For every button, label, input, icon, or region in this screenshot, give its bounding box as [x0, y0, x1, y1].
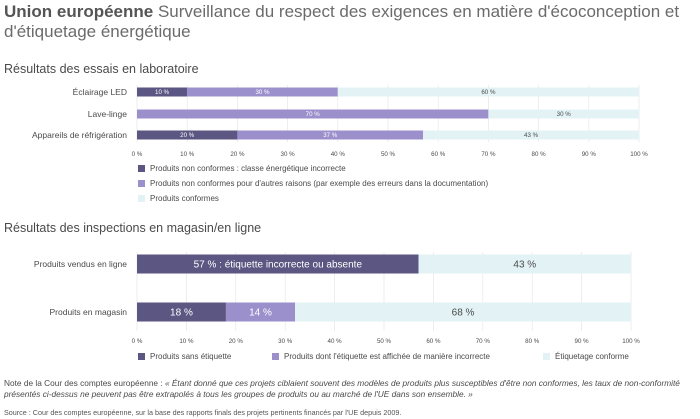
x-tick-label: 30 % — [281, 151, 296, 158]
data-label: 20 % — [180, 132, 195, 139]
legend-label: Étiquetage conforme — [555, 352, 629, 361]
category-label: Lave-linge — [88, 109, 127, 119]
legend-swatch — [138, 180, 145, 187]
data-label: 43 % — [524, 132, 539, 139]
legend-label: Produits non conformes pour d'autres rai… — [150, 179, 488, 188]
legend-swatch — [138, 353, 145, 360]
bar-segment — [225, 302, 296, 322]
x-tick-label: 0 % — [132, 338, 143, 345]
data-label: 30 % — [255, 89, 270, 96]
x-tick-label: 0 % — [132, 151, 143, 158]
bar-segment — [295, 302, 631, 322]
x-tick-label: 70 % — [481, 151, 496, 158]
data-label: 10 % — [155, 89, 170, 96]
x-tick-label: 70 % — [476, 338, 491, 345]
x-tick-label: 60 % — [431, 151, 446, 158]
data-label: 68 % — [452, 308, 475, 319]
category-label: Éclairage LED — [73, 87, 127, 97]
legend-swatch — [138, 195, 145, 202]
source-line: Source : Cour des comptes européenne, su… — [4, 408, 402, 417]
figure-title: Union européenne Surveillance du respect… — [4, 2, 694, 42]
footnote: Note de la Cour des comptes européenne :… — [4, 378, 696, 400]
legend-label: Produits dont l'étiquette est affichée d… — [284, 352, 490, 361]
bar-segment — [137, 87, 188, 97]
bar-segment — [137, 109, 489, 119]
bar-segment — [237, 130, 424, 140]
x-tick-label: 50 % — [377, 338, 392, 345]
bar-segment — [137, 254, 419, 274]
data-label: 30 % — [557, 111, 572, 118]
bar-segment — [418, 254, 631, 274]
x-tick-label: 10 % — [180, 151, 195, 158]
legend-label: Produits sans étiquette — [150, 352, 232, 361]
x-tick-label: 40 % — [331, 151, 346, 158]
data-label: 14 % — [249, 308, 272, 319]
x-tick-label: 100 % — [622, 338, 640, 345]
x-tick-label: 20 % — [230, 151, 245, 158]
title-rest: Surveillance du respect des exigences en… — [4, 2, 680, 41]
x-tick-label: 90 % — [575, 338, 590, 345]
legend-label: Produits non conformes : classe énergéti… — [150, 164, 346, 173]
bar-segment — [488, 109, 639, 119]
x-tick-label: 90 % — [582, 151, 597, 158]
x-tick-label: 50 % — [381, 151, 396, 158]
category-label: Produits en magasin — [50, 307, 128, 317]
bar-segment — [137, 302, 226, 322]
lab-tests-title: Résultats des essais en laboratoire — [4, 62, 199, 76]
bar-segment — [337, 87, 639, 97]
category-label: Produits vendus en ligne — [34, 259, 127, 269]
category-label: Appareils de réfrigération — [32, 130, 127, 140]
data-label: 37 % — [323, 132, 338, 139]
note-prefix: Note de la Cour des comptes européenne : — [4, 378, 165, 388]
data-label: 60 % — [481, 89, 496, 96]
legend-swatch — [272, 353, 279, 360]
bar-segment — [187, 87, 338, 97]
x-tick-label: 60 % — [426, 338, 441, 345]
title-bold: Union européenne — [4, 2, 154, 21]
x-tick-label: 40 % — [328, 338, 343, 345]
data-label: 57 % : étiquette incorrecte ou absente — [194, 260, 363, 271]
data-label: 70 % — [306, 111, 321, 118]
legend-swatch — [138, 165, 145, 172]
x-tick-label: 80 % — [525, 338, 540, 345]
x-tick-label: 30 % — [278, 338, 293, 345]
data-label: 43 % — [513, 260, 536, 271]
x-tick-label: 10 % — [179, 338, 194, 345]
x-tick-label: 100 % — [630, 151, 648, 158]
inspections-title: Résultats des inspections en magasin/en … — [4, 221, 262, 235]
x-tick-label: 80 % — [532, 151, 547, 158]
legend-label: Produits conformes — [150, 194, 219, 203]
legend-swatch — [543, 353, 550, 360]
data-label: 18 % — [170, 308, 193, 319]
bar-segment — [137, 130, 238, 140]
x-tick-label: 20 % — [229, 338, 244, 345]
note-quote: « Étant donné que ces projets ciblaient … — [4, 378, 680, 399]
bar-segment — [423, 130, 639, 140]
